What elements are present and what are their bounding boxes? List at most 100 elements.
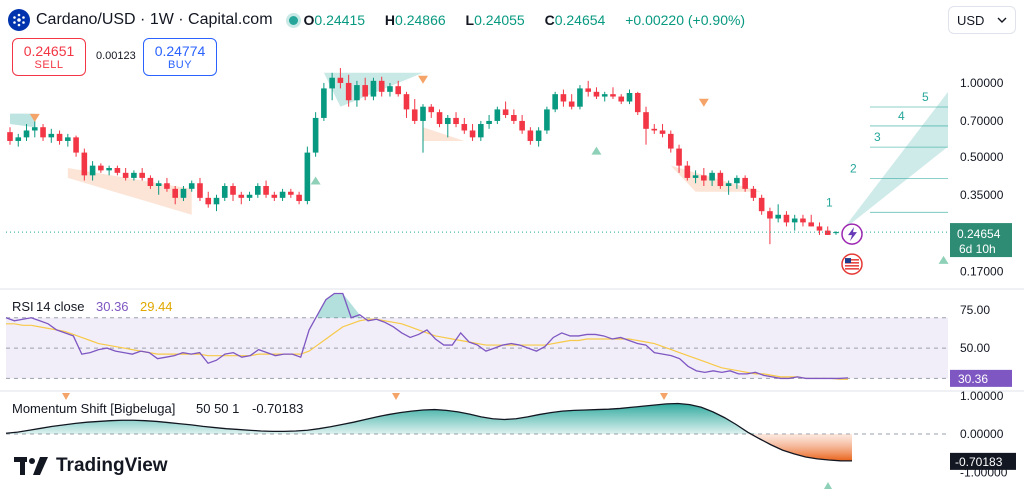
tradingview-logo[interactable]: TradingView [14,455,168,477]
candle [387,82,393,97]
candle [552,91,558,113]
candle-body [725,183,732,186]
candle [114,165,121,176]
candle-body [263,185,269,195]
candle [263,180,269,198]
candle-body [31,127,38,131]
symbol-title[interactable]: Cardano/USD · 1W · Capital.com [36,11,273,28]
candle-body [279,191,286,198]
candle [593,87,600,100]
candle-body [668,133,674,149]
supply-zone [67,167,192,215]
candle [155,180,162,195]
candle-body [164,183,170,189]
sell-signal-icon [418,75,428,84]
price-axis-tick: 0.50000 [960,150,1004,164]
projection-level-label: 1 [826,195,833,209]
flag-stripe [845,259,859,261]
candle [321,82,327,121]
momentum-value-badge: -0.70183 [950,452,1016,470]
candle [436,109,443,128]
spread-value: 0.00123 [96,50,136,62]
momentum-signal-icon [62,393,70,400]
candle-body [742,177,748,189]
candle-body [255,185,261,195]
candle [65,133,71,147]
candle [668,130,674,153]
candle [271,191,278,202]
sell-price: 0.24651 [23,43,75,59]
candle-body [709,172,715,181]
rsi-value: 30.36 [96,299,129,314]
candle [370,77,377,101]
candle-body [114,167,121,173]
market-open-icon [288,15,298,25]
candle [428,104,435,118]
buy-button[interactable]: 0.24774 BUY [143,38,217,76]
rsi-params: 14 close [36,299,84,314]
candle [626,89,633,105]
sell-button[interactable]: 0.24651 SELL [12,38,86,76]
ohlc-high: H0.24866 [384,12,446,28]
momentum-signal-icon [824,482,832,489]
candle-body [89,165,96,176]
candle [750,185,757,202]
candle-body [791,218,798,223]
candle-body [692,175,699,178]
price-axis-tick: 0.35000 [960,188,1004,202]
demand-zone [10,113,35,128]
candle [329,72,335,101]
candle-body [172,188,178,198]
candle [461,117,468,134]
flag-stripe [845,262,859,264]
candle-body [527,130,534,141]
candle-body [312,117,319,153]
candle [279,188,286,202]
candle-body [230,185,236,195]
rsi-badge-bg [950,369,1012,387]
candle [469,124,476,141]
momentum-negative-area [747,434,852,461]
candle [337,68,344,89]
candle-body [271,194,278,198]
candle-body [469,130,476,138]
current-price-label: 0.24654 [957,227,1001,241]
candle [395,80,402,97]
buy-label: BUY [167,59,193,71]
candle [230,183,236,202]
candle [89,161,96,181]
sell-label: SELL [34,59,64,71]
candle-body [643,112,649,129]
candle-body [601,94,608,97]
candle [40,124,46,141]
candle [197,177,203,202]
candle-body [444,117,451,125]
buy-price: 0.24774 [154,43,206,59]
candle-body [197,183,203,198]
bar-countdown: 6d 10h [959,242,996,256]
candle-body [122,172,129,178]
candle-body [139,172,145,178]
supply-zone [423,127,465,141]
candle-body [428,106,435,113]
momentum-axis-tick: 1.00000 [960,389,1004,403]
candle-body [81,152,88,176]
candle-body [329,77,335,89]
currency-select[interactable]: USD [948,6,1016,34]
candle-body [73,137,79,153]
chevron-down-icon [997,17,1007,23]
rsi-line [5,292,849,380]
candle [238,191,245,205]
candle [403,91,410,118]
candle-body [758,197,765,212]
momentum-positive-area [6,403,852,435]
sell-signal-icon [698,98,709,107]
candle-body [816,226,823,231]
candle-body [701,175,707,181]
candle-body [180,188,187,198]
candle-body [321,88,327,118]
supply-zone [670,165,762,192]
projection-level-label: 2 [850,161,857,175]
